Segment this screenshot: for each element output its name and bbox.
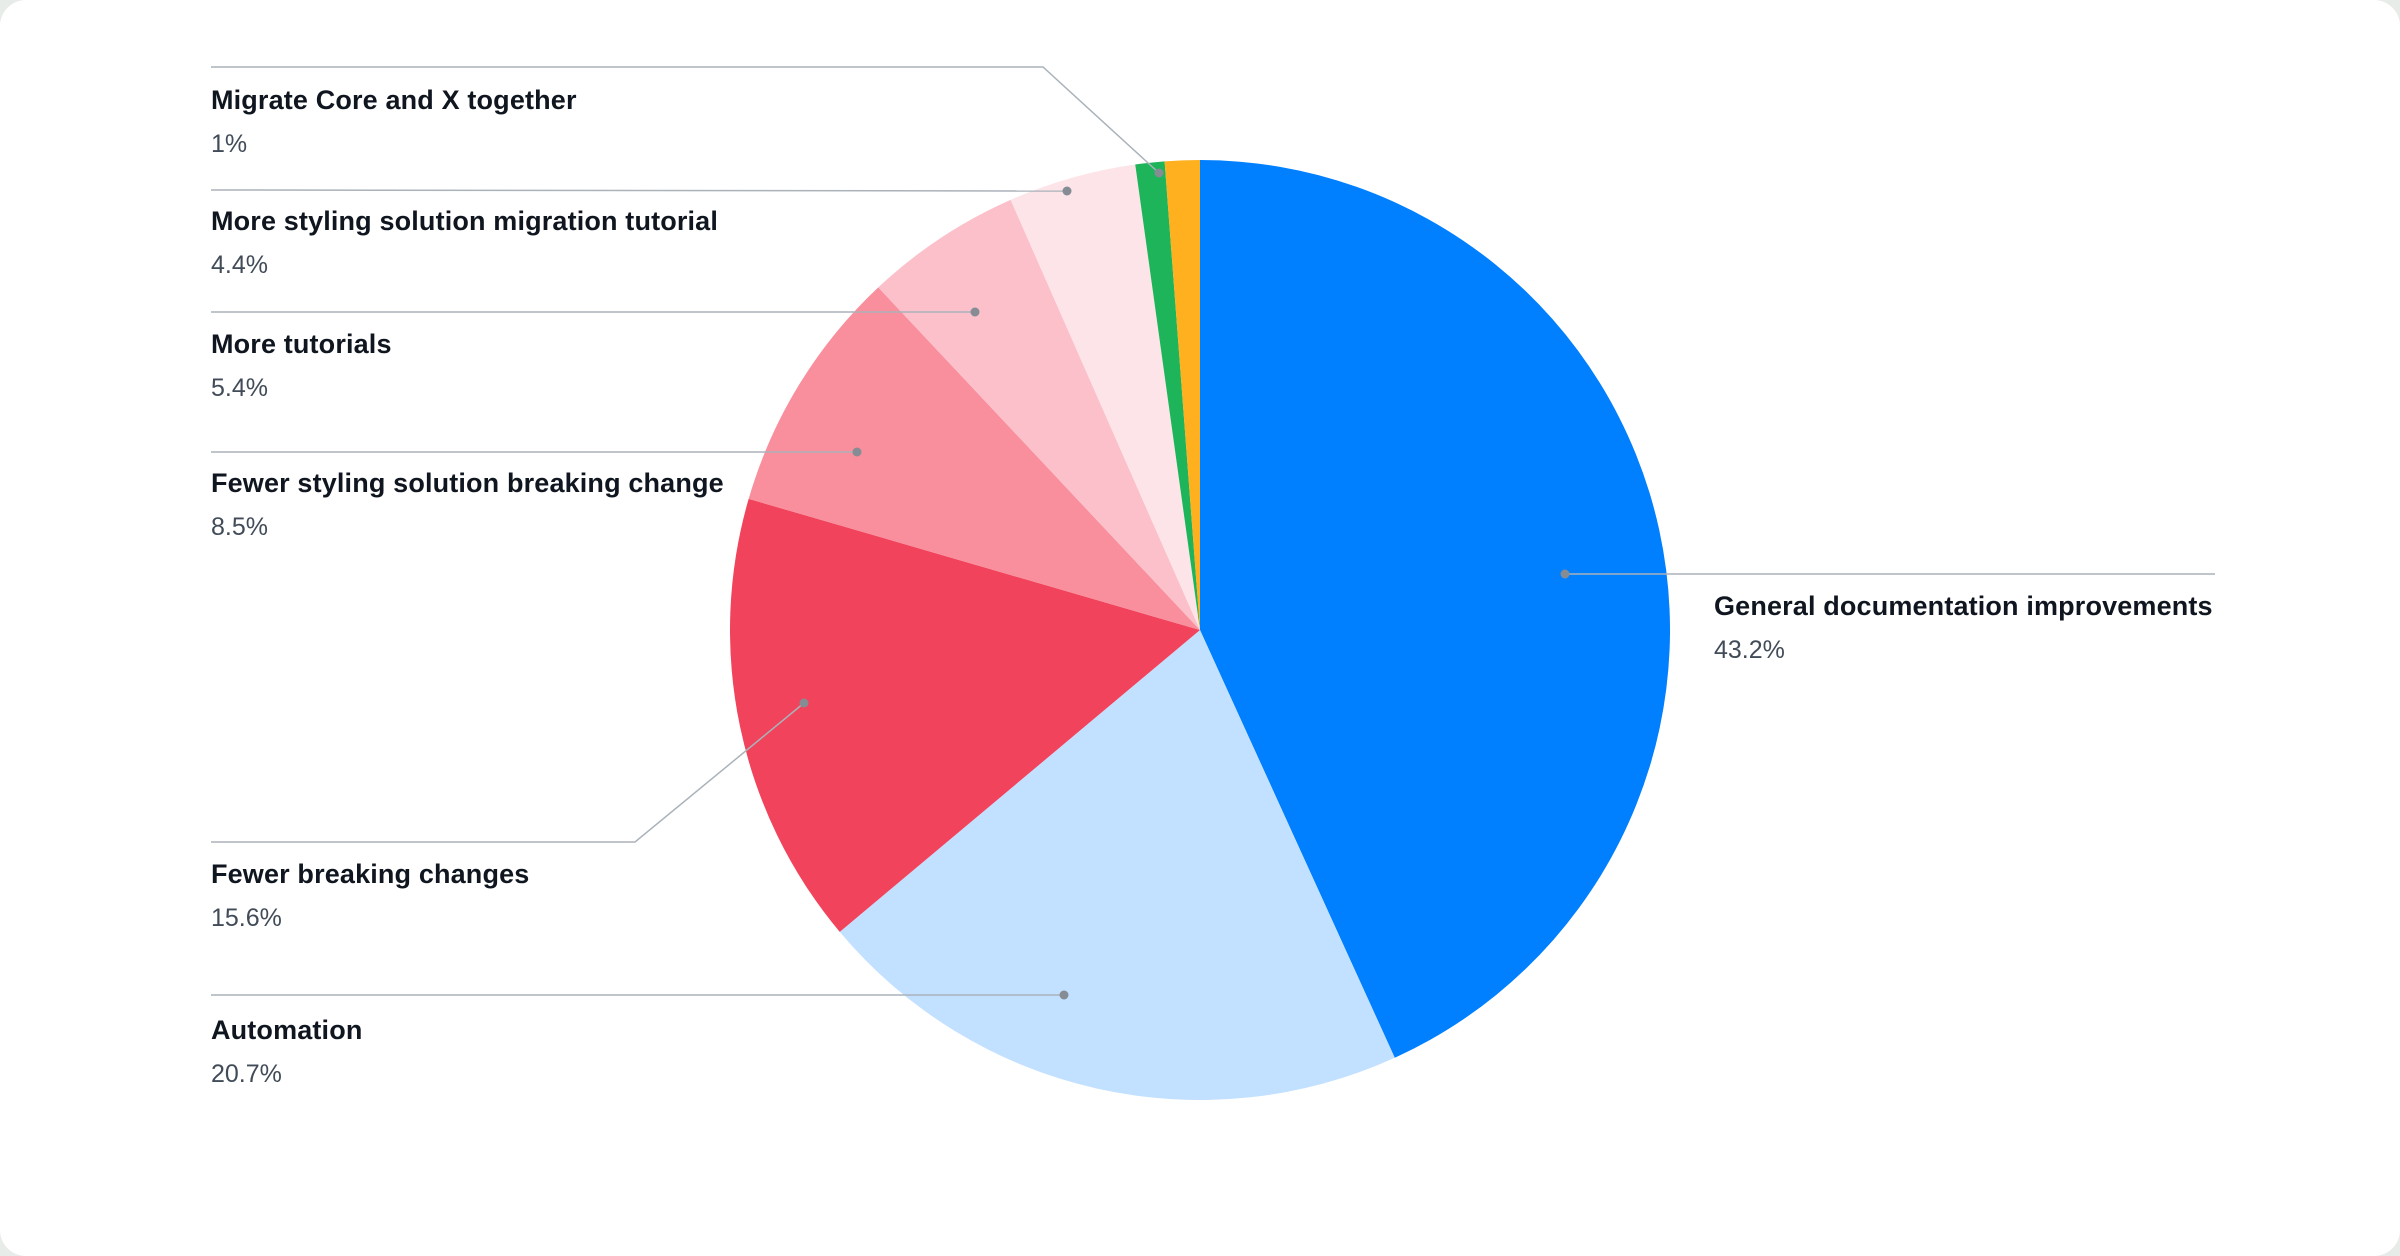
callout-more-tutorials: More tutorials 5.4% bbox=[211, 328, 392, 402]
slice-label: More styling solution migration tutorial bbox=[211, 206, 719, 236]
pie-slice-unlabeled bbox=[1164, 160, 1200, 630]
pie-slice-fewer-styling-solution-breaking-change bbox=[748, 287, 1200, 630]
pie-chart bbox=[730, 160, 1670, 1100]
pie-slice-migrate-core-and-x-together bbox=[1135, 161, 1200, 630]
slice-percent: 43.2% bbox=[1714, 636, 1785, 664]
slice-label: Automation bbox=[211, 1015, 363, 1045]
pie-slice-more-styling-solution-migration-tutorial bbox=[1010, 164, 1200, 631]
slice-percent: 8.5% bbox=[211, 513, 268, 541]
callout-migrate-core-and-x-together: Migrate Core and X together 1% bbox=[211, 84, 577, 158]
slice-label: Fewer styling solution breaking change bbox=[211, 468, 724, 498]
callout-fewer-breaking-changes: Fewer breaking changes 15.6% bbox=[211, 858, 529, 932]
slice-percent: 1% bbox=[211, 130, 248, 158]
pie-slice-more-tutorials bbox=[878, 199, 1200, 630]
slice-percent: 4.4% bbox=[211, 251, 268, 279]
pie-slice-fewer-breaking-changes bbox=[730, 498, 1200, 932]
slice-percent: 15.6% bbox=[211, 904, 282, 932]
slice-label: General documentation improvements bbox=[1714, 591, 2213, 621]
callout-more-styling-solution-migration-tutorial: More styling solution migration tutorial… bbox=[211, 205, 718, 279]
slice-label: More tutorials bbox=[211, 329, 392, 359]
slice-percent: 20.7% bbox=[211, 1060, 282, 1088]
leader-line-fewer-breaking-changes bbox=[211, 702, 805, 843]
callout-fewer-styling-solution-breaking-change: Fewer styling solution breaking change 8… bbox=[211, 467, 724, 541]
callout-general-documentation-improvements: General documentation improvements 43.2% bbox=[1714, 590, 2213, 664]
pie-slice-automation bbox=[839, 630, 1395, 1100]
pie-slice-general-documentation-improvements bbox=[1200, 160, 1670, 1058]
slice-label: Migrate Core and X together bbox=[211, 85, 577, 115]
slice-percent: 5.4% bbox=[211, 374, 268, 402]
slice-label: Fewer breaking changes bbox=[211, 859, 530, 889]
callout-automation: Automation 20.7% bbox=[211, 1014, 362, 1088]
